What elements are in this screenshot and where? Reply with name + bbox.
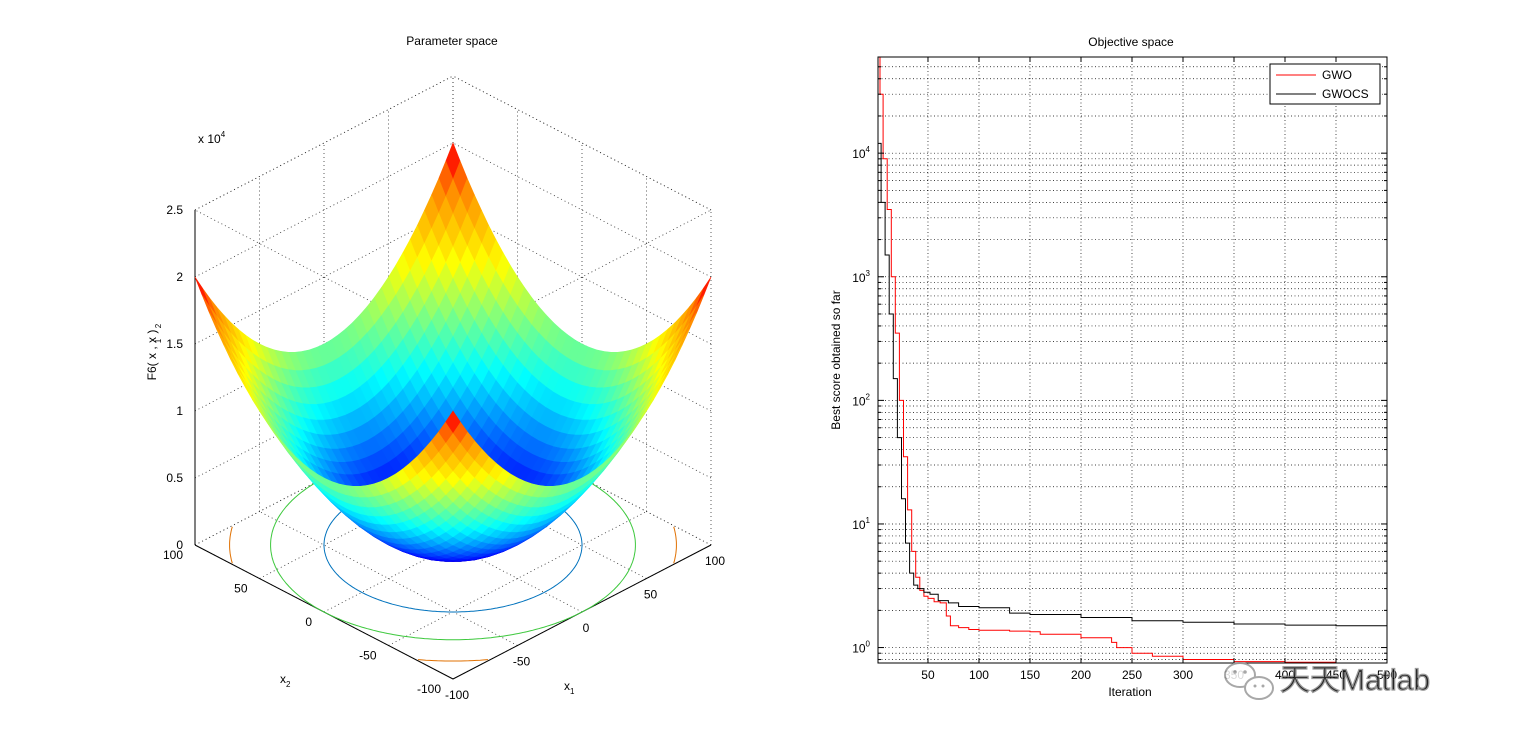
- x-tick-label: 300: [1173, 668, 1193, 682]
- legend: GWO GWOCS: [1269, 63, 1381, 105]
- surface-mesh: [194, 142, 712, 562]
- z-axis-label: F6( x , x ): [145, 330, 159, 381]
- z-axis-label-sub1: 1: [154, 338, 163, 343]
- series-line-gwo: [878, 57, 1387, 663]
- x2-axis-label: x2: [280, 672, 291, 689]
- grid-line: [194, 410, 454, 546]
- surface-patch: [696, 276, 712, 307]
- z-tick-label: 1: [176, 404, 183, 418]
- x-tick-label: 400: [1275, 668, 1295, 682]
- grid-line: [194, 343, 454, 479]
- legend-label-gwo: GWO: [1322, 68, 1352, 82]
- x-tick-label: 100: [969, 668, 989, 682]
- grid-line: [194, 276, 454, 412]
- y-tick-label: 104: [852, 145, 870, 161]
- x-tick-label: 500: [1377, 668, 1397, 682]
- x2-tick-label: 100: [163, 548, 183, 562]
- series-lines: [878, 57, 1387, 663]
- grid-line: [452, 142, 712, 278]
- y-tick-label: 100: [852, 640, 870, 656]
- surface-patch: [194, 276, 210, 307]
- parameter-space-title: Parameter space: [406, 34, 498, 48]
- legend-label-gwocs: GWOCS: [1322, 87, 1369, 101]
- x-tick-label: 450: [1326, 668, 1346, 682]
- x-tick-label: 200: [1071, 668, 1091, 682]
- surface-patch: [445, 410, 461, 434]
- y-tick-label: 102: [852, 392, 870, 408]
- wechat-logo-icon: [1224, 662, 1274, 700]
- z-tick-label: 2: [176, 270, 183, 284]
- legend-box: [1269, 63, 1381, 105]
- x-axis-label: Iteration: [1108, 685, 1151, 699]
- x-tick-label: 250: [1122, 668, 1142, 682]
- x-tick-label: 50: [921, 668, 935, 682]
- plot-frame: [877, 56, 1388, 664]
- y-tick-label: 101: [852, 516, 870, 532]
- grid-line: [323, 477, 583, 613]
- grid-line: [452, 209, 712, 345]
- grid-line: [194, 209, 454, 345]
- grid-line: [194, 142, 454, 278]
- grid-line: [259, 511, 518, 646]
- watermark: 天天Matlab: [1224, 662, 1431, 700]
- grid-line: [452, 276, 712, 412]
- y-tick-label: 103: [852, 269, 870, 285]
- z-tick-label: 0.5: [166, 471, 183, 485]
- x2-tick-label: -100: [417, 682, 441, 696]
- z-tick-label: 0: [176, 538, 183, 552]
- x1-tick-label: 50: [644, 588, 658, 602]
- grid-line: [452, 410, 712, 546]
- grid-line: [388, 444, 647, 579]
- grid-line: [452, 343, 712, 479]
- objective-space-title: Objective space: [1088, 35, 1174, 49]
- grid-line: [259, 444, 518, 579]
- z-tick-label: 1.5: [166, 337, 183, 351]
- box-edge: [452, 75, 712, 211]
- series-line-gwocs: [878, 142, 1387, 627]
- x2-tick-label: -50: [359, 649, 377, 663]
- plot-area: [878, 57, 1387, 663]
- x1-axis-label: x1: [564, 679, 575, 696]
- x1-tick-label: -50: [513, 655, 531, 669]
- axes-ticks-3d: 0 0.5 1 1.5 2 2.5 -100 -50 0 50 100 -100 -50 0 50 100: [163, 203, 725, 702]
- x2-tick-label: 0: [305, 615, 312, 629]
- z-exponent-label: x 104: [198, 130, 226, 146]
- watermark-text: 天天Matlab: [1280, 664, 1430, 697]
- objective-space-plot: Objective space 501001502002503003504004…: [829, 35, 1397, 699]
- x1-tick-label: 100: [705, 554, 725, 568]
- parameter-space-plot: Parameter space 00.511.522.5-100-5005010…: [145, 34, 725, 702]
- grid-line: [388, 511, 647, 646]
- x1-tick-label: 0: [583, 621, 590, 635]
- grid-line: [323, 477, 583, 613]
- box-edge: [194, 75, 454, 211]
- x-tick-label: 150: [1020, 668, 1040, 682]
- z-tick-label: 2.5: [166, 203, 183, 217]
- y-axis-label: Best score obtained so far: [829, 290, 843, 429]
- z-axis-label-sub2: 2: [154, 323, 163, 328]
- x2-tick-label: 50: [234, 582, 248, 596]
- x1-tick-label: -100: [445, 688, 469, 702]
